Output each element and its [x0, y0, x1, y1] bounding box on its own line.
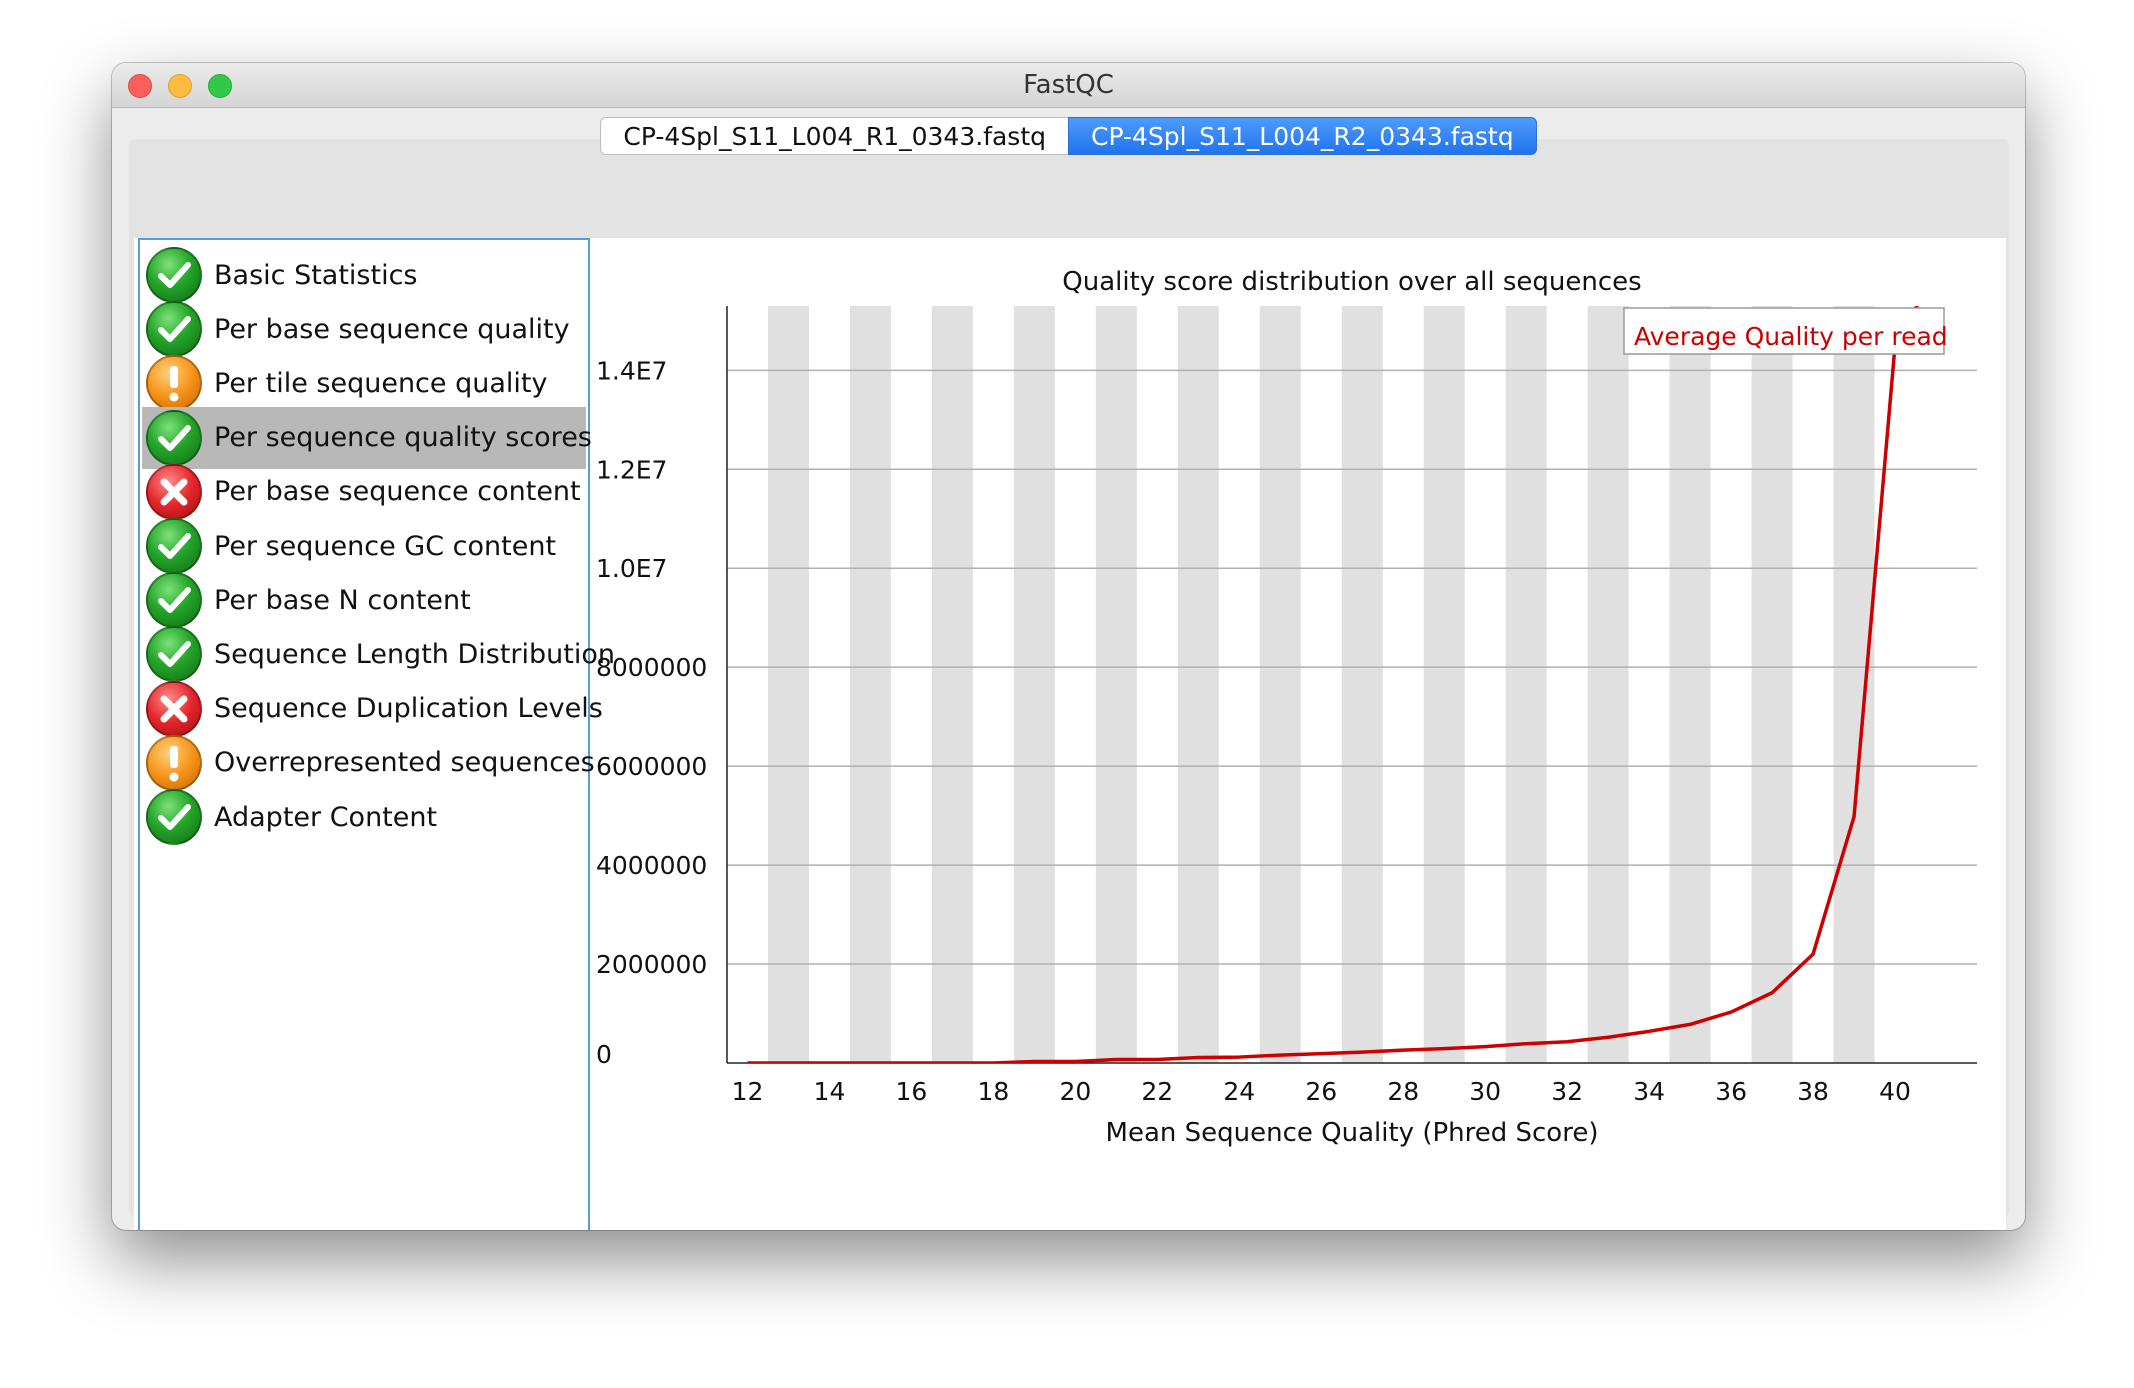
tab-r1-fastq[interactable]: CP-4Spl_S11_L004_R1_0343.fastq — [600, 117, 1068, 155]
x-tick-label: 30 — [1469, 1077, 1501, 1106]
legend-label: Average Quality per read — [1634, 322, 1948, 351]
y-tick-label: 1.2E7 — [596, 455, 667, 484]
column-stripe — [767, 306, 809, 1063]
module-item[interactable]: Per tile sequence quality — [142, 352, 586, 414]
report-content: Basic Statistics Per base sequence qualit… — [134, 238, 2006, 1230]
column-stripe — [1587, 306, 1629, 1063]
module-label: Adapter Content — [214, 801, 438, 833]
column-stripe — [1013, 306, 1055, 1063]
module-label: Basic Statistics — [214, 259, 418, 291]
column-stripe — [1341, 306, 1383, 1063]
module-label: Per base sequence quality — [214, 313, 570, 345]
quality-score-chart: 0 2000000 4000000 6000000 8000000 1.0E7 1.2E7 1… — [592, 238, 2006, 1230]
module-item[interactable]: Per base sequence quality — [142, 298, 586, 360]
chart-svg: 0 2000000 4000000 6000000 8000000 1.0E7 1.2E7 1… — [596, 267, 1977, 1148]
x-tick-label: 32 — [1551, 1077, 1583, 1106]
module-item[interactable]: Per base sequence content — [142, 461, 586, 523]
x-tick-label: 14 — [814, 1077, 846, 1106]
x-axis-label: Mean Sequence Quality (Phred Score) — [1106, 1118, 1599, 1148]
check-icon — [146, 572, 202, 629]
column-stripe — [1833, 306, 1875, 1063]
column-stripe — [931, 306, 973, 1063]
x-tick-label: 38 — [1797, 1077, 1829, 1106]
check-icon — [146, 301, 202, 358]
check-icon — [146, 626, 202, 683]
cross-icon — [146, 463, 202, 520]
module-label: Overrepresented sequences — [214, 747, 595, 779]
x-tick-label: 20 — [1059, 1077, 1091, 1106]
module-label: Per base sequence content — [214, 476, 581, 508]
check-icon — [146, 247, 202, 303]
x-tick-label: 12 — [732, 1077, 764, 1106]
column-stripe — [1177, 306, 1219, 1063]
module-item[interactable]: Basic Statistics — [142, 244, 586, 306]
column-stripe — [1669, 306, 1711, 1063]
column-stripe — [1751, 306, 1793, 1063]
legend-box — [1623, 307, 1945, 355]
exclamation-icon — [146, 355, 202, 412]
module-label: Sequence Length Distribution — [214, 638, 615, 670]
check-icon — [146, 789, 202, 845]
x-tick-label: 40 — [1879, 1077, 1911, 1106]
module-item[interactable]: Per sequence GC content — [142, 515, 586, 577]
module-item[interactable]: Per sequence quality scores — [142, 406, 592, 469]
y-tick-label: 1.4E7 — [596, 356, 667, 385]
y-tick-label: 1.0E7 — [596, 554, 667, 583]
x-tick-label: 28 — [1387, 1077, 1419, 1106]
module-label: Per base N content — [214, 584, 471, 616]
fastqc-window: FastQC CP-4Spl_S11_L004_R1_0343.fastq CP… — [112, 63, 2025, 1230]
minimize-window-button[interactable] — [168, 74, 192, 98]
x-tick-label: 26 — [1305, 1077, 1337, 1106]
column-stripe — [849, 306, 891, 1063]
y-tick-label: 6000000 — [596, 752, 707, 781]
module-item[interactable]: Per base N content — [142, 569, 586, 631]
module-item[interactable]: Sequence Duplication Levels — [142, 678, 603, 740]
tab-r2-fastq[interactable]: CP-4Spl_S11_L004_R2_0343.fastq — [1068, 117, 1537, 155]
x-tick-label: 22 — [1141, 1077, 1173, 1106]
x-tick-label: 36 — [1715, 1077, 1747, 1106]
column-stripe — [1423, 306, 1465, 1063]
module-item[interactable]: Sequence Length Distribution — [142, 623, 615, 685]
x-tick-label: 18 — [977, 1077, 1009, 1106]
check-icon — [146, 409, 202, 466]
module-list: Basic Statistics Per base sequence qualit… — [138, 238, 615, 1230]
module-label: Per tile sequence quality — [214, 367, 548, 399]
y-tick-label: 8000000 — [596, 653, 707, 682]
title-bar: FastQC — [112, 63, 2025, 108]
module-item[interactable]: Overrepresented sequences — [142, 732, 595, 794]
column-stripe — [1095, 306, 1137, 1063]
module-item[interactable]: Adapter Content — [142, 786, 586, 848]
y-tick-label: 2000000 — [596, 950, 707, 979]
module-label: Sequence Duplication Levels — [214, 693, 603, 725]
maximize-window-button[interactable] — [208, 74, 232, 98]
module-label: Per sequence quality scores — [214, 422, 592, 454]
module-label: Per sequence GC content — [214, 530, 557, 562]
y-tick-label: 4000000 — [596, 851, 707, 880]
window-title: FastQC — [1023, 70, 1114, 100]
column-stripe — [1505, 306, 1547, 1063]
x-tick-label: 24 — [1223, 1077, 1255, 1106]
exclamation-icon — [146, 734, 202, 791]
file-tabs: CP-4Spl_S11_L004_R1_0343.fastq CP-4Spl_S… — [112, 117, 2025, 155]
x-tick-label: 16 — [896, 1077, 928, 1106]
check-icon — [146, 518, 202, 574]
chart-title: Quality score distribution over all sequ… — [1062, 267, 1641, 297]
cross-icon — [146, 680, 202, 737]
column-stripe — [1259, 306, 1301, 1063]
x-tick-label: 34 — [1633, 1077, 1665, 1106]
y-tick-label: 0 — [596, 1040, 612, 1069]
close-window-button[interactable] — [128, 74, 152, 98]
series-line-average-quality — [747, 306, 1919, 1063]
